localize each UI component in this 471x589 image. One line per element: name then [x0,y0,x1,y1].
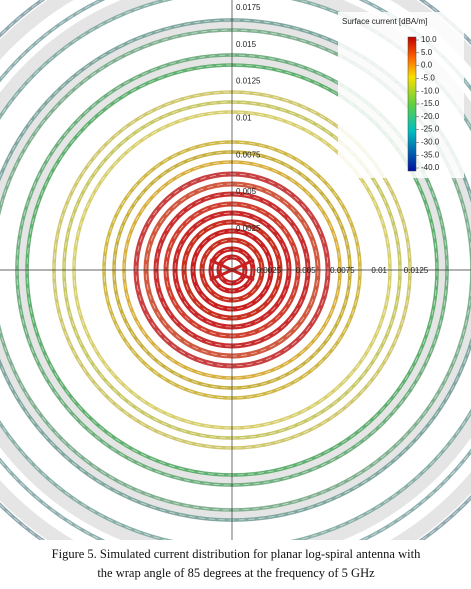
legend-tick-label: -25.0 [421,125,440,134]
x-tick-label: 0.0025 [257,266,282,275]
legend-tick-label: -10.0 [421,86,440,95]
legend-title: Surface current [dBA/m] [342,17,427,26]
legend-tick-label: -15.0 [421,99,440,108]
y-tick-label: 0.01 [236,114,252,123]
legend-ticks: 10.0 5.0 0.0 -5.0 -10.0 -15.0 -20.0 -25.0 -30.0 -… [416,35,440,172]
legend-tick-label: -35.0 [421,150,440,159]
x-tick-label: 0.01 [371,266,387,275]
y-tick-label: 0.005 [236,187,257,196]
x-tick-label: 0.0125 [404,266,429,275]
axis-ticks: 0.0175 0.015 0.0125 0.01 0.0075 0.005 0.0025 0.… [236,3,429,275]
x-tick-label: 0.0075 [330,266,355,275]
legend-tick-label: 10.0 [421,35,437,44]
legend-tick-label: -5.0 [421,74,435,83]
legend-tick-label: -40.0 [421,163,440,172]
legend-tick-label: 5.0 [421,48,433,57]
legend-tick-label: -30.0 [421,138,440,147]
y-tick-label: 0.0175 [236,3,261,12]
caption-line: Figure 5. Simulated current distribution… [52,547,421,561]
x-tick-label: 0.005 [296,266,317,275]
legend-tick-label: -20.0 [421,112,440,121]
y-tick-label: 0.0125 [236,77,261,86]
caption-line: the wrap angle of 85 degrees at the freq… [97,566,375,580]
y-tick-label: 0.015 [236,40,257,49]
colorbar [407,36,417,172]
legend-box [338,12,464,178]
y-tick-label: 0.0075 [236,150,261,159]
y-tick-label: 0.0025 [236,224,261,233]
legend-tick-label: 0.0 [421,61,433,70]
